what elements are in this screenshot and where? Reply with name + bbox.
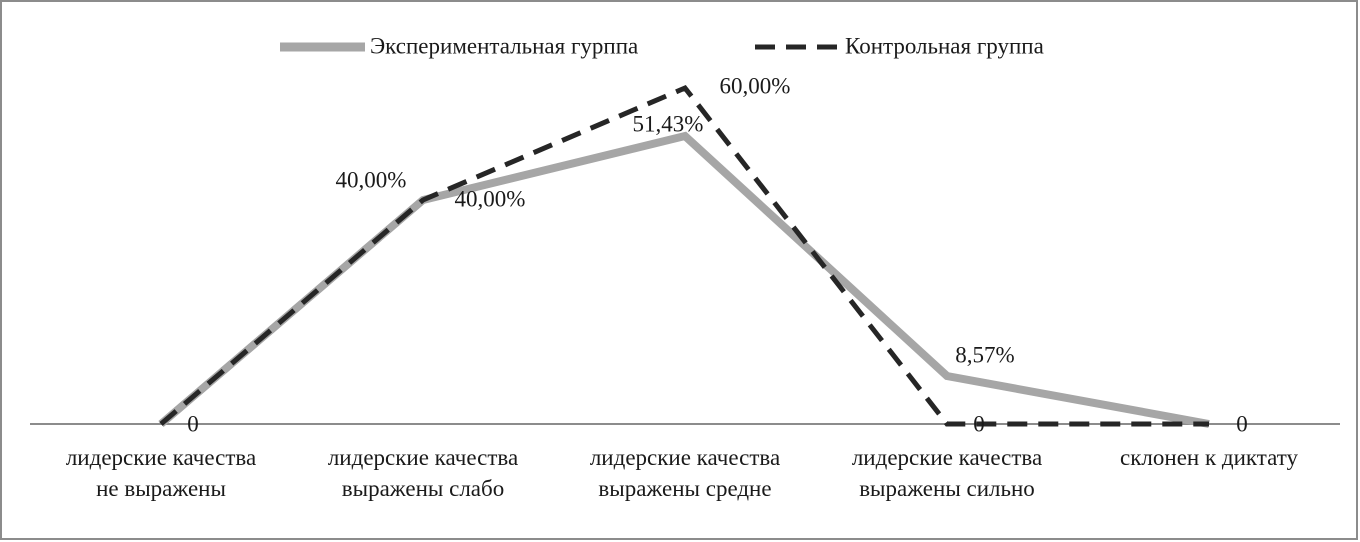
legend-label: Экспериментальная гурппа bbox=[370, 33, 638, 58]
data-label: 40,00% bbox=[455, 186, 526, 211]
data-label: 40,00% bbox=[336, 167, 407, 192]
series-line bbox=[159, 84, 1209, 427]
x-tick-label: лидерские качества выражены слабо bbox=[328, 445, 518, 501]
x-tick-label: склонен к диктату bbox=[1120, 445, 1298, 470]
x-tick-label: лидерские качества не выражены bbox=[66, 445, 256, 501]
data-label: 0 bbox=[973, 411, 985, 436]
x-tick-label: лидерские качества выражены сильно bbox=[852, 445, 1042, 501]
series-line bbox=[158, 131, 1210, 428]
data-label: 0 bbox=[187, 411, 199, 436]
data-label: 51,43% bbox=[633, 111, 704, 136]
x-tick-label: лидерские качества выражены средне bbox=[590, 445, 780, 501]
legend-label: Контрольная группа bbox=[845, 33, 1044, 58]
data-label: 60,00% bbox=[720, 73, 791, 98]
data-label: 0 bbox=[1236, 411, 1248, 436]
data-label: 8,57% bbox=[955, 342, 1014, 367]
